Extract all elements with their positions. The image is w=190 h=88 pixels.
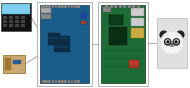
Bar: [127, 5, 131, 8]
Circle shape: [166, 40, 169, 43]
Bar: [109, 5, 112, 8]
Bar: [45, 80, 48, 83]
Bar: [81, 13, 86, 18]
Bar: [40, 5, 89, 83]
Bar: [105, 5, 108, 8]
Bar: [136, 5, 139, 8]
Circle shape: [175, 41, 177, 43]
Bar: [48, 33, 60, 45]
Bar: [13, 60, 21, 64]
Bar: [48, 80, 51, 83]
Bar: [98, 2, 148, 86]
Bar: [52, 80, 54, 83]
Circle shape: [177, 31, 184, 38]
Bar: [68, 80, 70, 83]
Bar: [37, 2, 92, 86]
Bar: [3, 24, 7, 27]
Bar: [58, 80, 60, 83]
Bar: [61, 5, 64, 8]
Bar: [41, 6, 51, 13]
Bar: [9, 16, 13, 19]
Bar: [3, 20, 7, 23]
Bar: [109, 15, 123, 25]
Bar: [131, 18, 144, 26]
Bar: [64, 5, 67, 8]
Bar: [55, 80, 57, 83]
Bar: [74, 80, 77, 83]
Bar: [71, 5, 73, 8]
Bar: [131, 8, 144, 16]
Bar: [77, 5, 80, 8]
Bar: [45, 5, 48, 8]
Bar: [129, 60, 139, 68]
Bar: [3, 55, 25, 73]
Bar: [71, 80, 73, 83]
Bar: [3, 16, 7, 19]
Bar: [42, 5, 44, 8]
Bar: [81, 21, 86, 24]
Bar: [42, 80, 44, 83]
Bar: [54, 36, 70, 52]
Bar: [41, 14, 51, 19]
Bar: [131, 28, 144, 38]
Circle shape: [173, 39, 180, 45]
Circle shape: [161, 32, 183, 54]
Bar: [123, 5, 126, 8]
Circle shape: [160, 31, 167, 38]
Bar: [55, 5, 57, 8]
Circle shape: [171, 44, 173, 45]
Bar: [77, 80, 80, 83]
Bar: [5, 58, 11, 70]
Bar: [119, 5, 121, 8]
Bar: [109, 27, 127, 45]
Bar: [64, 80, 67, 83]
Bar: [157, 18, 187, 68]
Bar: [2, 4, 30, 14]
Bar: [132, 5, 135, 8]
Bar: [9, 20, 13, 23]
Bar: [21, 16, 25, 19]
Bar: [1, 3, 31, 31]
Bar: [68, 5, 70, 8]
Bar: [9, 24, 13, 27]
Bar: [52, 5, 54, 8]
Bar: [103, 7, 111, 12]
Circle shape: [167, 41, 169, 43]
Bar: [21, 24, 25, 27]
Bar: [101, 5, 145, 83]
Bar: [15, 24, 19, 27]
Bar: [21, 20, 25, 23]
Bar: [61, 80, 64, 83]
Bar: [15, 20, 19, 23]
Circle shape: [165, 39, 171, 45]
Bar: [58, 5, 60, 8]
Bar: [15, 16, 19, 19]
Bar: [74, 5, 77, 8]
Bar: [48, 5, 51, 8]
Bar: [114, 5, 117, 8]
Circle shape: [175, 40, 178, 43]
